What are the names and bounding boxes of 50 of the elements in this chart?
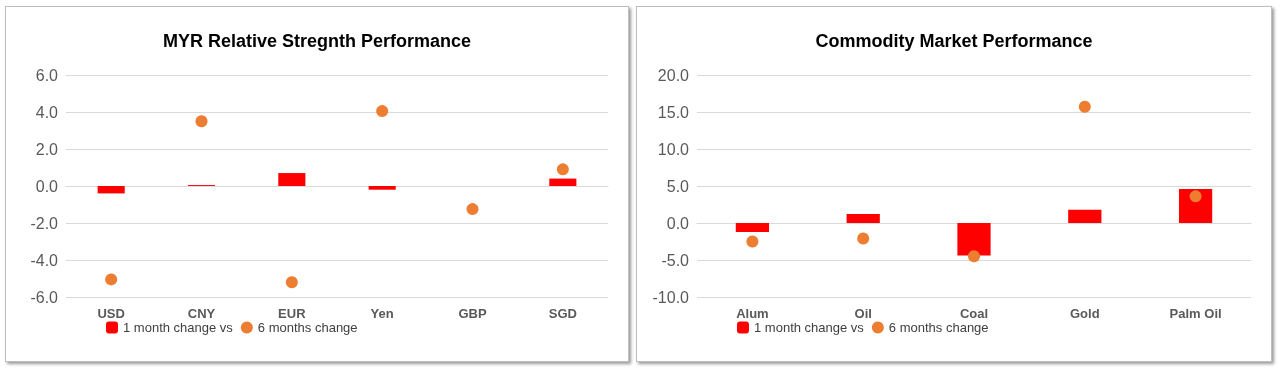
bar: [735, 223, 770, 232]
y-tick-label: 15.0: [657, 103, 690, 121]
legend-label: 1 month change vs: [123, 320, 234, 335]
x-tick-label: Oil: [854, 306, 872, 321]
y-tick-label: -5.0: [661, 251, 690, 269]
y-tick-label: -10.0: [652, 288, 690, 306]
point: [376, 105, 389, 118]
y-tick-label: 2.0: [35, 140, 59, 158]
point: [746, 235, 759, 248]
y-tick-label: -4.0: [30, 251, 59, 269]
point: [105, 273, 118, 286]
y-tick-label: 0.0: [35, 177, 59, 195]
x-tick-label: EUR: [278, 306, 307, 321]
y-tick-label: -2.0: [30, 214, 59, 232]
point: [1189, 190, 1202, 203]
point: [285, 276, 298, 289]
legend-label: 6 months change: [888, 320, 989, 335]
y-tick-label: 20.0: [657, 66, 690, 84]
x-tick-label: CNY: [187, 306, 216, 321]
x-tick-label: Gold: [1070, 306, 1100, 321]
bar: [549, 178, 577, 186]
bar: [97, 186, 125, 194]
point: [1078, 100, 1091, 113]
y-tick-label: 4.0: [35, 103, 59, 121]
point: [556, 163, 569, 176]
point: [857, 232, 870, 245]
x-tick-label: SGD: [548, 306, 577, 321]
x-tick-label: Yen: [370, 306, 394, 321]
x-tick-label: Palm Oil: [1169, 306, 1222, 321]
y-tick-label: 6.0: [35, 66, 59, 84]
chart-title: MYR Relative Stregnth Performance: [162, 31, 472, 51]
chart-title: Commodity Market Performance: [815, 31, 1093, 51]
bar: [278, 173, 306, 186]
bar: [957, 223, 991, 256]
bar: [846, 214, 880, 223]
legend-label: 1 month change vs: [754, 320, 865, 335]
legend-label: 6 months change: [257, 320, 358, 335]
point: [968, 250, 980, 263]
y-tick-label: -6.0: [30, 288, 59, 306]
point: [466, 203, 479, 216]
bar: [368, 186, 396, 190]
y-tick-label: 5.0: [666, 177, 690, 195]
bar: [1068, 209, 1102, 223]
x-tick-label: GBP: [458, 306, 487, 321]
x-tick-label: Alum: [736, 306, 769, 321]
y-tick-label: 0.0: [666, 214, 690, 232]
y-tick-label: 10.0: [657, 140, 690, 158]
x-tick-label: Coal: [959, 306, 989, 321]
point: [195, 115, 208, 128]
x-tick-label: USD: [97, 306, 125, 321]
